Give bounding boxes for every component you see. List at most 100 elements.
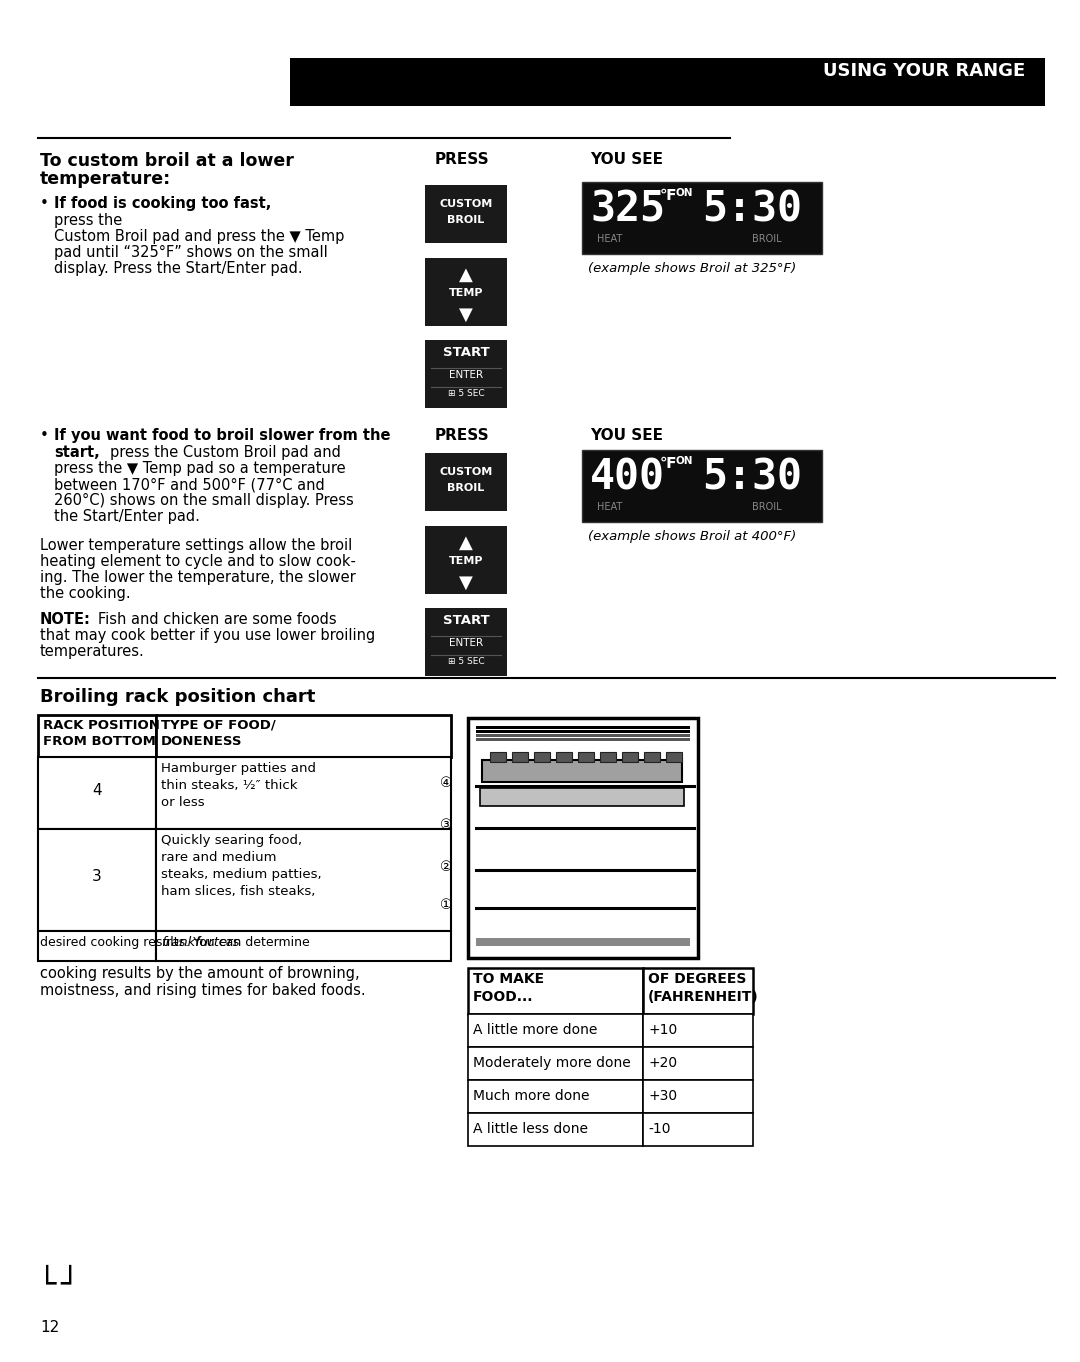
- Bar: [468, 1113, 643, 1145]
- Text: Quickly searing food,: Quickly searing food,: [161, 834, 302, 847]
- Bar: [468, 968, 643, 1013]
- Text: HEAT: HEAT: [597, 503, 623, 512]
- Text: ▲: ▲: [459, 534, 473, 552]
- Bar: [476, 730, 690, 733]
- Bar: [578, 752, 594, 761]
- Text: frankfurters: frankfurters: [161, 936, 240, 949]
- Bar: [476, 738, 690, 741]
- Text: TEMP: TEMP: [449, 287, 483, 298]
- Text: +20: +20: [648, 1056, 677, 1071]
- Text: ①: ①: [440, 898, 453, 913]
- Bar: [38, 757, 156, 829]
- Text: Fish and chicken are some foods: Fish and chicken are some foods: [98, 612, 337, 627]
- Text: the Start/Enter pad.: the Start/Enter pad.: [54, 509, 200, 524]
- Text: between 170°F and 500°F (77°C and: between 170°F and 500°F (77°C and: [54, 477, 325, 492]
- Bar: [534, 752, 550, 761]
- Text: ⊞ 5 SEC: ⊞ 5 SEC: [448, 390, 484, 398]
- Text: 4: 4: [92, 783, 102, 798]
- Text: USING YOUR RANGE: USING YOUR RANGE: [823, 63, 1025, 80]
- Bar: [476, 726, 690, 729]
- Text: steaks, medium patties,: steaks, medium patties,: [161, 868, 322, 881]
- Text: BROIL: BROIL: [447, 215, 485, 225]
- Bar: [643, 1013, 753, 1047]
- Text: 325: 325: [590, 188, 665, 230]
- Bar: [426, 340, 507, 409]
- Text: •: •: [40, 428, 49, 443]
- Text: +10: +10: [648, 1023, 677, 1036]
- Text: FROM BOTTOM: FROM BOTTOM: [43, 735, 156, 748]
- Bar: [426, 257, 507, 326]
- Bar: [156, 932, 451, 962]
- Text: Lower temperature settings allow the broil: Lower temperature settings allow the bro…: [40, 538, 352, 553]
- Bar: [556, 752, 572, 761]
- Bar: [468, 1013, 643, 1047]
- Text: 12: 12: [40, 1320, 59, 1335]
- Text: ℉: ℉: [660, 188, 677, 203]
- Text: If you want food to broil slower from the: If you want food to broil slower from th…: [54, 428, 391, 443]
- Bar: [156, 829, 451, 932]
- Text: TO MAKE: TO MAKE: [473, 972, 544, 986]
- Bar: [38, 932, 156, 962]
- Bar: [156, 715, 451, 757]
- Bar: [156, 757, 451, 829]
- Text: or less: or less: [161, 795, 204, 809]
- Text: TEMP: TEMP: [449, 556, 483, 567]
- Text: start,: start,: [54, 445, 99, 460]
- Text: temperatures.: temperatures.: [40, 644, 145, 659]
- Text: OF DEGREES: OF DEGREES: [648, 972, 746, 986]
- Text: BROIL: BROIL: [752, 503, 782, 512]
- Text: BROIL: BROIL: [447, 484, 485, 493]
- Bar: [426, 526, 507, 594]
- Text: desired cooking results. You can determine: desired cooking results. You can determi…: [40, 936, 310, 949]
- Text: TYPE OF FOOD/: TYPE OF FOOD/: [161, 719, 275, 731]
- Text: FOOD...: FOOD...: [473, 990, 534, 1004]
- Text: press the ▼ Temp pad so a temperature: press the ▼ Temp pad so a temperature: [54, 460, 346, 475]
- Bar: [38, 715, 156, 757]
- Text: ing. The lower the temperature, the slower: ing. The lower the temperature, the slow…: [40, 571, 355, 586]
- Text: ▼: ▼: [459, 306, 473, 324]
- Text: cooking results by the amount of browning,: cooking results by the amount of brownin…: [40, 966, 360, 981]
- Text: •: •: [40, 196, 49, 211]
- Text: A little less done: A little less done: [473, 1122, 588, 1136]
- Bar: [426, 454, 507, 511]
- Text: (example shows Broil at 400°F): (example shows Broil at 400°F): [588, 530, 796, 543]
- Text: └: └: [38, 1269, 56, 1299]
- Bar: [644, 752, 660, 761]
- Text: ham slices, fish steaks,: ham slices, fish steaks,: [161, 885, 315, 898]
- Text: (example shows Broil at 325°F): (example shows Broil at 325°F): [588, 262, 796, 275]
- Text: pad until “325°F” shows on the small: pad until “325°F” shows on the small: [54, 245, 327, 260]
- Text: ③: ③: [440, 819, 453, 832]
- Bar: [468, 1047, 643, 1080]
- Text: -10: -10: [648, 1122, 671, 1136]
- Text: (FAHRENHEIT): (FAHRENHEIT): [648, 990, 759, 1004]
- Text: NOTE:: NOTE:: [40, 612, 91, 627]
- Text: thin steaks, ½″ thick: thin steaks, ½″ thick: [161, 779, 297, 791]
- Bar: [643, 968, 753, 1013]
- Text: ▼: ▼: [459, 573, 473, 592]
- Text: YOU SEE: YOU SEE: [590, 428, 663, 443]
- Text: press the Custom Broil pad and: press the Custom Broil pad and: [110, 445, 341, 460]
- Text: moistness, and rising times for baked foods.: moistness, and rising times for baked fo…: [40, 983, 366, 998]
- Text: Much more done: Much more done: [473, 1090, 590, 1103]
- Text: PRESS: PRESS: [435, 153, 489, 168]
- Bar: [666, 752, 681, 761]
- Bar: [643, 1047, 753, 1080]
- Text: START: START: [443, 346, 489, 360]
- Text: display. Press the Start/Enter pad.: display. Press the Start/Enter pad.: [54, 262, 302, 276]
- Bar: [622, 752, 638, 761]
- Text: A little more done: A little more done: [473, 1023, 597, 1036]
- Bar: [582, 183, 822, 253]
- Text: START: START: [443, 614, 489, 627]
- Text: 260°C) shows on the small display. Press: 260°C) shows on the small display. Press: [54, 493, 354, 508]
- Text: temperature:: temperature:: [40, 170, 172, 188]
- Bar: [426, 185, 507, 242]
- Text: 5:30: 5:30: [702, 456, 802, 498]
- Text: ON: ON: [676, 188, 693, 197]
- Text: DONENESS: DONENESS: [161, 735, 243, 748]
- Text: ⊞ 5 SEC: ⊞ 5 SEC: [448, 656, 484, 666]
- Bar: [482, 760, 681, 782]
- Text: YOU SEE: YOU SEE: [590, 153, 663, 168]
- Bar: [600, 752, 616, 761]
- Bar: [468, 718, 698, 957]
- Text: +30: +30: [648, 1090, 677, 1103]
